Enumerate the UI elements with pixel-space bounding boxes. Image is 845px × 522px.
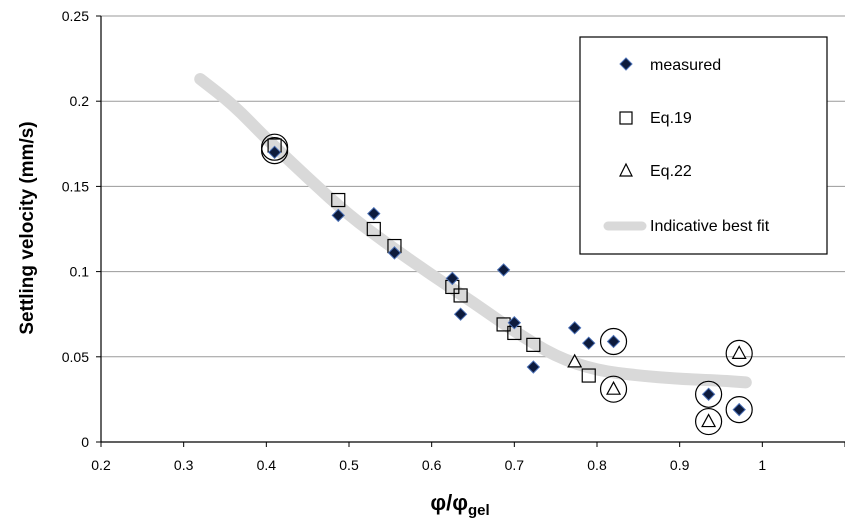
legend-item-eq19: Eq.19	[619, 110, 692, 127]
point-measured	[331, 208, 345, 223]
x-axis-title-subscript: gel	[468, 502, 490, 519]
y-tick-labels: 0 0.05 0.1 0.15 0.2 0.25	[62, 8, 89, 450]
y-tick-label: 0.1	[70, 264, 90, 280]
point-eq22	[567, 353, 583, 368]
legend-square-icon	[619, 111, 633, 125]
x-tick-label: 0.8	[587, 457, 607, 473]
legend-triangle-icon	[619, 162, 633, 177]
point-measured	[526, 360, 541, 374]
legend: measured Eq.19 Eq.22 Indicative best fit	[579, 36, 828, 255]
legend-box	[579, 36, 828, 255]
y-tick-label: 0.05	[62, 349, 89, 365]
point-eq19	[581, 368, 596, 383]
x-tick-label: 0.3	[174, 457, 194, 473]
point-measured	[496, 263, 511, 277]
legend-label-measured: measured	[650, 57, 721, 74]
axes	[100, 16, 845, 443]
point-eq19	[526, 337, 541, 352]
best-fit-line	[194, 73, 752, 389]
point-eq22	[731, 345, 747, 359]
highlight-circles	[261, 133, 753, 436]
legend-label-best-fit: Indicative best fit	[650, 218, 770, 235]
x-tick-labels: 0.2 0.3 0.4 0.5 0.6 0.7 0.8 0.9 1	[91, 457, 766, 473]
x-tick-label: 0.7	[505, 457, 525, 473]
highlight-circle	[725, 396, 753, 424]
data-points	[267, 138, 747, 428]
highlight-circle	[599, 327, 628, 356]
legend-item-measured: measured	[619, 57, 721, 74]
legend-item-eq22: Eq.22	[619, 162, 692, 180]
x-tick-label: 0.9	[670, 457, 690, 473]
x-tick-label: 0.4	[257, 457, 277, 473]
x-axis-title: φ/φgel	[430, 490, 489, 519]
point-eq22	[606, 380, 622, 395]
point-measured	[387, 246, 402, 260]
point-measured	[567, 321, 582, 335]
point-measured	[267, 145, 282, 160]
highlight-circle	[694, 407, 723, 436]
highlight-circle	[725, 339, 753, 367]
legend-label-eq19: Eq.19	[650, 110, 692, 127]
highlight-circle	[694, 380, 723, 408]
y-axis-title: Settling velocity (mm/s)	[17, 121, 38, 334]
point-measured	[582, 336, 596, 350]
legend-label-eq22: Eq.22	[650, 163, 692, 180]
point-measured	[606, 334, 621, 349]
y-tick-label: 0.2	[70, 93, 90, 109]
point-eq19	[331, 192, 346, 208]
best-fit-curve	[194, 73, 752, 389]
point-eq22	[701, 413, 717, 428]
x-axis-title-main: φ/φ	[430, 490, 468, 515]
highlight-circle	[261, 137, 289, 165]
legend-diamond-icon	[619, 57, 633, 71]
y-tick-label: 0.25	[62, 8, 89, 24]
point-measured	[507, 316, 522, 330]
x-tick-label: 0.6	[422, 457, 442, 473]
gridlines	[96, 15, 845, 447]
highlight-circle	[599, 375, 628, 403]
point-measured	[701, 387, 716, 401]
point-measured	[453, 307, 468, 321]
legend-item-best-fit: Indicative best fit	[603, 218, 770, 235]
point-measured	[367, 206, 381, 221]
y-tick-label: 0	[81, 434, 89, 450]
x-tick-label: 0.5	[339, 457, 359, 473]
x-tick-label: 0.2	[91, 457, 111, 473]
point-eq19	[453, 288, 468, 303]
x-tick-label: 1	[758, 457, 766, 473]
point-measured	[445, 271, 460, 286]
point-eq19	[366, 221, 381, 237]
point-measured	[732, 402, 746, 417]
y-tick-label: 0.15	[62, 178, 89, 194]
